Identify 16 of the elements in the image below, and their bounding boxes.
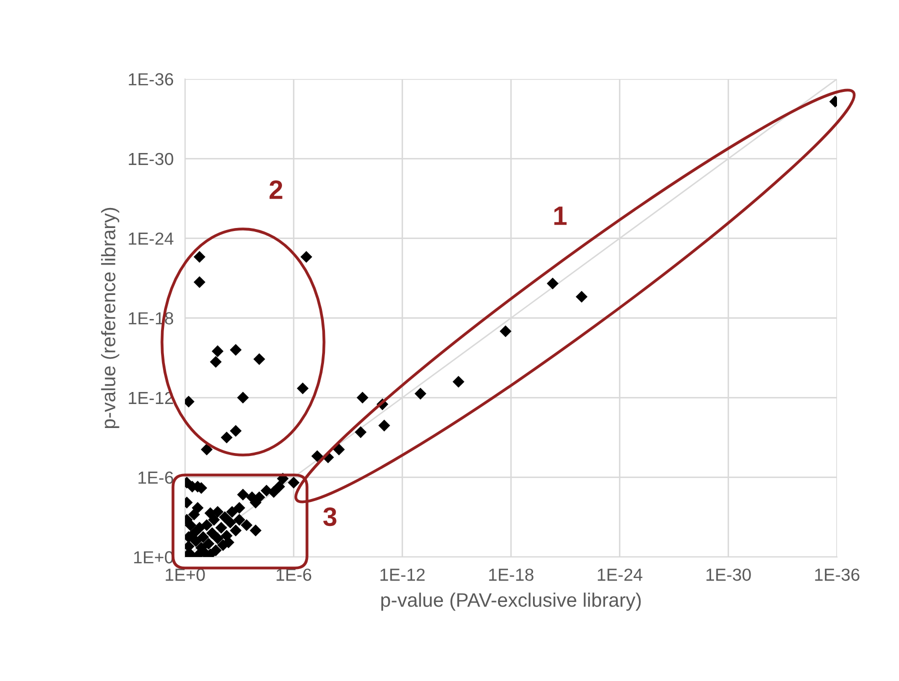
x-tick-label: 1E+0 (166, 568, 205, 581)
x-tick-label: 1E-6 (276, 568, 312, 581)
x-tick-label: 1E-12 (380, 568, 425, 581)
y-tick-label: 1E-6 (138, 472, 174, 484)
annotation: 1 (554, 206, 567, 225)
y-axis-title: p-value (reference library) (101, 208, 120, 428)
y-tick-label: 1E-30 (128, 152, 174, 166)
y-tick-label: 1E-36 (128, 73, 174, 86)
x-tick-label: 1E-18 (489, 568, 534, 581)
annotation: 2 (270, 180, 282, 199)
x-axis-title: p-value (PAV-exclusive library) (381, 592, 641, 611)
x-tick-label: 1E-30 (706, 568, 751, 581)
y-tick-label: 1E-24 (128, 232, 174, 245)
x-tick-label: 1E-24 (598, 568, 642, 581)
annotation: 3 (323, 507, 336, 526)
x-tick-label: 1E-36 (815, 568, 860, 581)
